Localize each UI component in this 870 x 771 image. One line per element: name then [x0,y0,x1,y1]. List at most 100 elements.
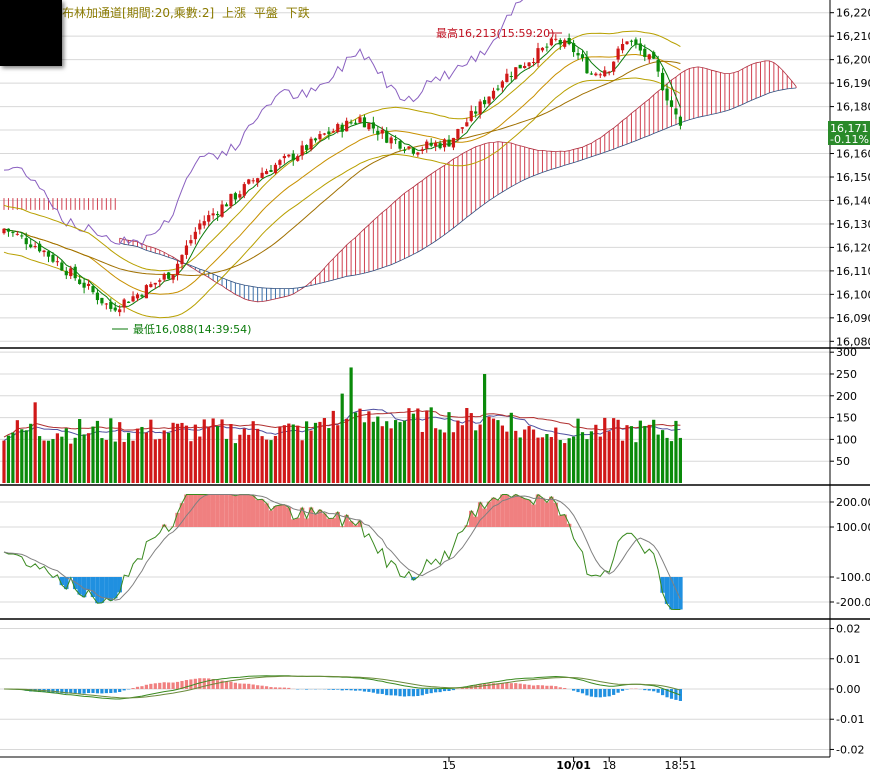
volume-bar [674,420,678,483]
volume-bar [33,402,37,483]
macd-histogram-bar [175,681,180,689]
volume-bar [198,436,202,483]
volume-bar [153,439,157,483]
candle-body [402,149,407,151]
volume-bar [411,413,415,483]
macd-histogram-bar [420,689,424,696]
volume-bar [6,435,11,483]
volume-bar [327,428,331,483]
volume-bar [425,411,429,483]
macd-histogram-bar [576,689,580,693]
y-tick-label: 100 [836,433,857,446]
candle-body [469,110,473,121]
y-tick-label: 150 [836,412,857,425]
candle-body [287,154,291,157]
macd-histogram-bar [371,689,375,693]
candle-body [144,285,148,299]
macd-histogram-bar [336,689,340,690]
candle-body [78,279,82,284]
volume-bar [491,418,496,483]
candle-body [291,153,295,161]
volume-bar [523,429,527,483]
macd-histogram-bar [122,689,126,691]
candle-body [331,131,335,133]
volume-bar [264,439,269,483]
macd-dif-line [3,675,681,700]
candle-body [505,73,509,82]
candle-body [60,262,64,271]
volume-bar [376,416,380,483]
candle-body [91,286,95,293]
candle-body [447,139,451,147]
macd-histogram-bar [580,689,585,694]
volume-bar [514,430,518,483]
macd-histogram-bar [389,689,393,696]
volume-bar [100,438,104,483]
volume-bar [669,441,674,483]
candle-body [229,193,233,207]
oscillator-panel [3,493,683,610]
volume-bar [260,436,264,483]
macd-histogram-bar [331,689,335,690]
candle-body [371,122,375,129]
candle-body [518,64,522,69]
macd-histogram-bar [327,689,331,690]
volume-bar [616,419,620,483]
candle-body [669,100,674,107]
candle-body [607,71,611,73]
candle-body [20,235,24,237]
candle-body [175,263,180,276]
candle-body [282,156,286,159]
redacted-box [0,0,62,66]
macd-signal-line [4,675,681,699]
volume-bar [11,432,15,483]
lagging-line [3,0,524,247]
candle-body [202,221,206,226]
volume-bar [91,426,95,483]
volume-bar [456,420,460,483]
candle-body [336,124,340,132]
macd-histogram-bar [460,687,464,689]
macd-histogram-bar [394,689,398,696]
volume-bar [29,423,33,483]
candle-body [531,62,536,64]
volume-bar [46,440,51,483]
volume-bar [620,440,625,483]
volume-bar [256,428,260,483]
macd-histogram-bar [353,689,358,691]
volume-bar [483,373,487,483]
candle-body [523,65,527,69]
macd-histogram-bar [73,689,77,694]
volume-bar [175,423,180,483]
candle-body [643,48,647,57]
volume-bar [207,427,211,483]
volume-bar [296,425,300,483]
macd-histogram-bar [305,689,309,690]
candle-body [385,130,389,143]
volume-bar [598,436,602,483]
volume-bar [478,424,482,483]
y-tick-label: 16,200 [836,54,870,67]
macd-histogram-bar [269,687,273,689]
volume-bar [109,418,113,483]
macd-histogram-bar [149,683,153,689]
volume-bar [589,431,593,483]
candle-body [612,61,616,72]
volume-bar [394,420,398,483]
candle-body [64,270,68,276]
macd-histogram-bar [78,689,82,694]
candle-body [46,251,51,257]
candle-body [620,43,625,51]
y-tick-label: 100.00 [836,521,870,534]
volume-bar [73,437,77,483]
candle-body [11,232,15,234]
macd-histogram-bar [527,684,531,689]
y-tick-label: -0.01 [836,713,864,726]
macd-histogram-bar [500,683,504,689]
volume-bar [318,421,322,483]
macd-histogram-bar [429,689,433,694]
volume-bar [629,426,634,483]
candle-body [491,90,496,99]
volume-bar [211,418,215,483]
macd-histogram-bar [509,683,513,689]
